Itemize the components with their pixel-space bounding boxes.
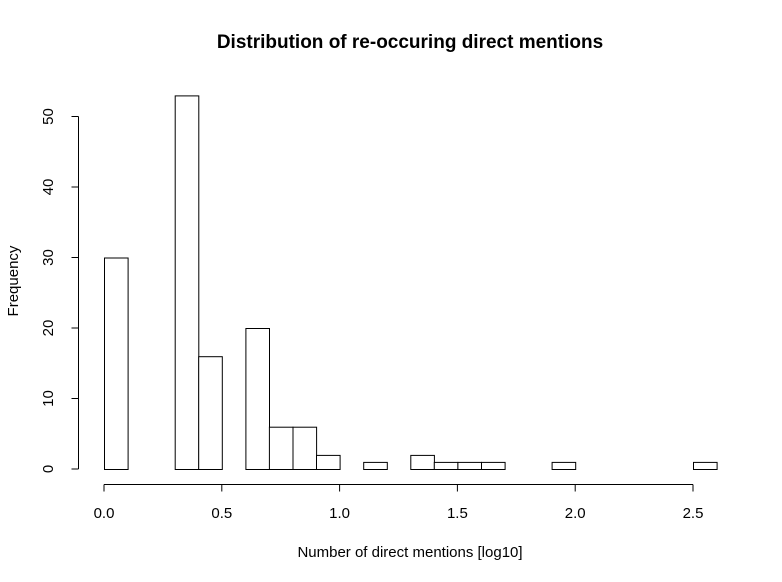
histogram-bar [245, 328, 270, 470]
x-tick-label: 0.0 [94, 505, 115, 522]
histogram-bar [551, 461, 577, 470]
x-axis: 0.0 0.5 1.0 1.5 2.0 2.5 [94, 484, 704, 522]
histogram-bar [457, 461, 482, 470]
histogram-bars [104, 95, 718, 471]
histogram-bar [433, 461, 459, 470]
y-tick-label: 10 [40, 390, 57, 407]
y-tick-label: 40 [40, 179, 57, 196]
y-axis-label: Frequency [5, 245, 22, 316]
chart-title: Distribution of re-occuring direct menti… [217, 32, 603, 53]
x-tick-label: 2.5 [683, 505, 704, 522]
histogram-bar [104, 257, 129, 470]
x-tick-label: 2.0 [565, 505, 586, 522]
x-axis-label: Number of direct mentions [log10] [297, 544, 522, 561]
y-tick-label: 20 [40, 320, 57, 337]
y-tick-label: 30 [40, 249, 57, 266]
histogram-bar [268, 426, 294, 471]
x-tick-label: 1.0 [329, 505, 350, 522]
x-tick-label: 0.5 [211, 505, 232, 522]
histogram-bar [481, 461, 506, 470]
histogram-bar [198, 356, 223, 471]
y-tick-label: 0 [40, 465, 57, 473]
histogram-bar [410, 454, 435, 470]
y-tick-label: 50 [40, 108, 57, 125]
x-tick-label: 1.5 [447, 505, 468, 522]
histogram-bar [292, 426, 318, 471]
histogram-bar [363, 461, 388, 470]
histogram-bar [693, 461, 718, 470]
y-axis: 0 10 20 30 40 50 [40, 108, 79, 473]
histogram-bar [316, 454, 341, 470]
histogram-bar [174, 95, 200, 471]
